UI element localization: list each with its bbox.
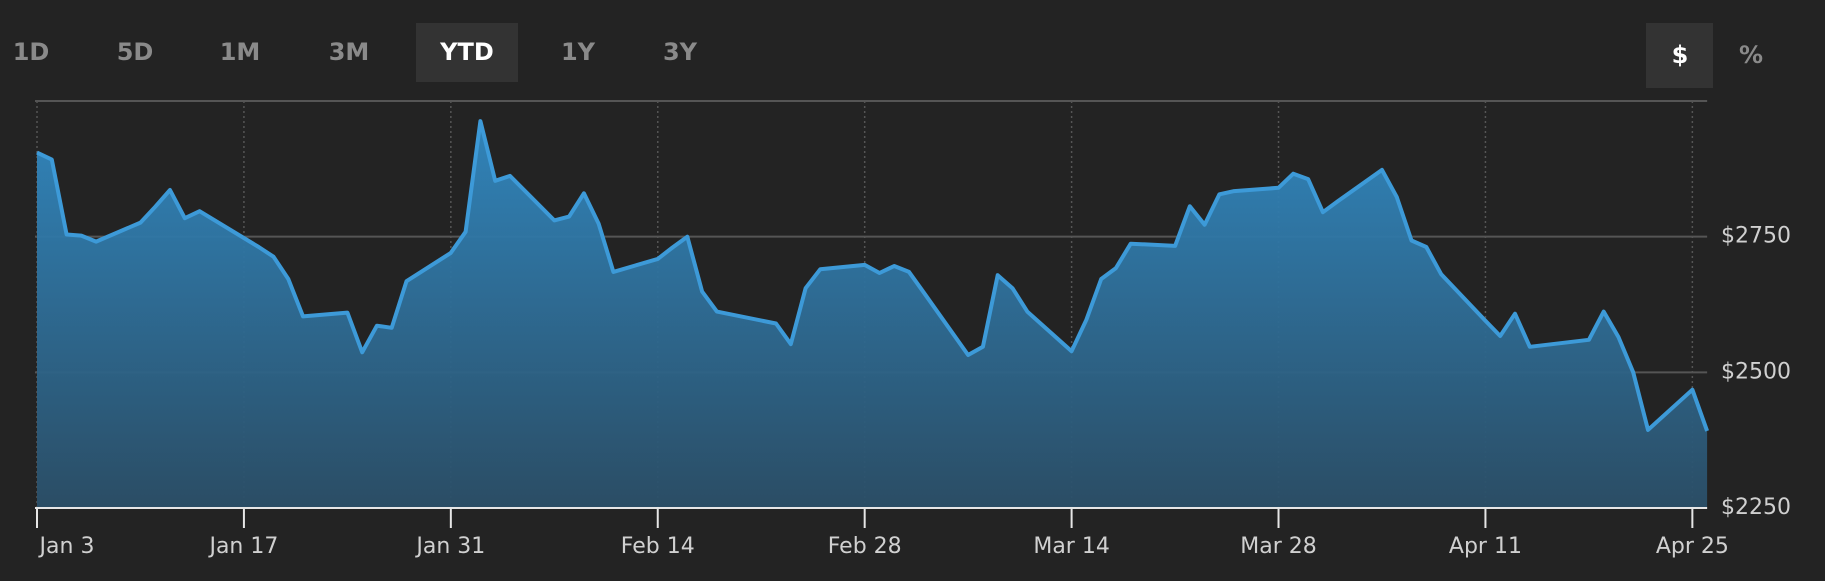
range-button[interactable]: 3M (329, 38, 370, 66)
area-fill (37, 121, 1708, 508)
x-tick-label: Apr 11 (1449, 534, 1522, 559)
x-tick-label: Apr 25 (1656, 534, 1729, 559)
range-button[interactable]: 1M (220, 38, 261, 66)
x-tick-label: Jan 17 (207, 534, 278, 559)
selected-button-bg (1646, 23, 1713, 88)
x-tick-label: Jan 31 (414, 534, 485, 559)
unit-button[interactable]: $ (1672, 41, 1689, 69)
x-tick-label: Mar 14 (1033, 534, 1110, 559)
x-tick-label: Feb 28 (828, 534, 902, 559)
x-tick-label: Jan 3 (38, 534, 95, 559)
x-tick-label: Mar 28 (1240, 534, 1317, 559)
y-tick-label: $2500 (1721, 359, 1791, 384)
selected-button-bg (416, 23, 518, 82)
range-button[interactable]: 1Y (561, 38, 596, 66)
range-button[interactable]: 5D (117, 38, 154, 66)
price-line (36, 119, 1709, 432)
range-button[interactable]: 3Y (663, 38, 698, 66)
x-tick-label: Feb 14 (621, 534, 695, 559)
y-tick-label: $2750 (1721, 224, 1791, 249)
unit-button[interactable]: % (1739, 41, 1763, 69)
y-tick-label: $2250 (1721, 495, 1791, 520)
range-button[interactable]: YTD (439, 38, 494, 66)
range-button[interactable]: 1D (13, 38, 50, 66)
